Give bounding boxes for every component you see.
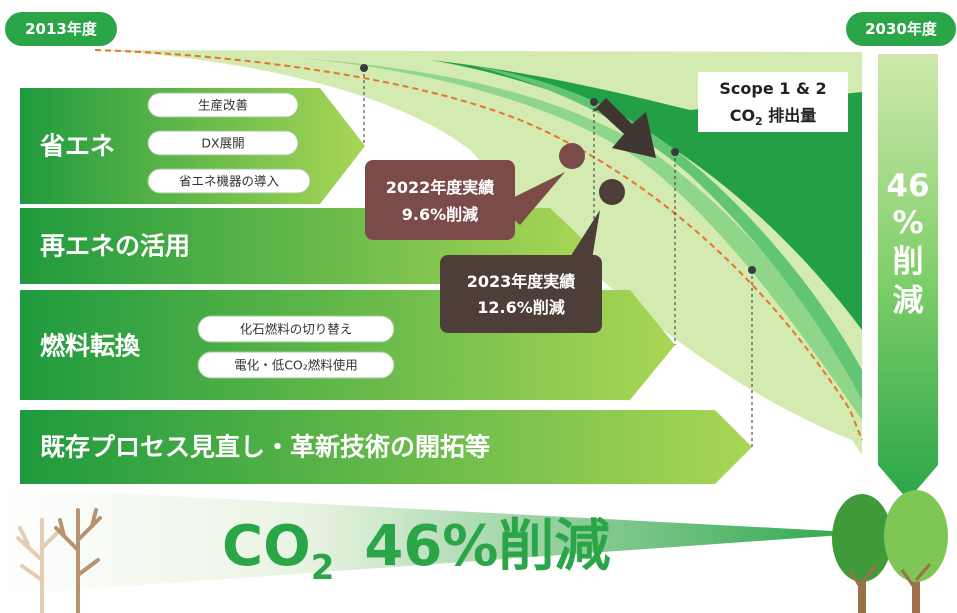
target-vertical-char-4: 減 — [893, 283, 924, 319]
pill-dx — [147, 130, 299, 156]
milestone-dot-1 — [360, 64, 368, 72]
result-2022-line2: 9.6%削減 — [402, 205, 478, 224]
milestone-dot-4 — [748, 266, 756, 274]
result-2023-line1: 2023年度実績 — [467, 272, 576, 291]
emissions-label-box: Scope 1 & 2 CO2 排出量 — [698, 72, 848, 132]
measure-band-process-innovation: 既存プロセス見直し・革新技術の開拓等 — [20, 410, 752, 484]
start-year-label: 2013年度 — [25, 20, 98, 38]
bottom-banner: CO2 46%削減 — [0, 487, 870, 595]
target-vertical-char-2: % — [892, 205, 923, 241]
bottom-banner-co: CO — [222, 514, 311, 579]
target-vertical-arrow: 46 % 削 減 — [878, 54, 938, 500]
emissions-label-sub: 2 — [755, 115, 763, 128]
bottom-banner-sub: 2 — [311, 548, 335, 588]
bottom-banner-suffix: 46%削減 — [364, 514, 610, 579]
start-year-badge: 2013年度 — [5, 12, 117, 46]
pill-label-equipment: 省エネ機器の導入 — [179, 174, 280, 189]
measure-title-process-innovation: 既存プロセス見直し・革新技術の開拓等 — [40, 433, 490, 462]
milestone-dots — [360, 64, 756, 274]
end-year-label: 2030年度 — [865, 20, 938, 38]
result-2023-line2: 12.6%削減 — [477, 298, 565, 317]
milestone-dot-3 — [671, 148, 679, 156]
green-trees-icon — [832, 490, 948, 613]
emissions-label-line1: Scope 1 & 2 — [719, 79, 826, 98]
pill-label-dx: DX展開 — [201, 136, 244, 151]
pill-label-fossil-switch: 化石燃料の切り替え — [240, 322, 353, 337]
pill-fossil-switch — [197, 315, 395, 343]
emissions-label-suffix: 排出量 — [763, 106, 817, 125]
bare-trees-icon — [16, 508, 102, 613]
measure-title-renewable: 再エネの活用 — [40, 232, 190, 261]
emissions-label-co: CO — [730, 106, 755, 125]
measure-title-fuel-conversion: 燃料転換 — [40, 332, 141, 361]
result-2023-callout: 2023年度実績 12.6%削減 — [440, 179, 625, 333]
trend-arrow — [592, 98, 656, 158]
measure-band-energy-saving: 省エネ 生産改善 DX展開 省エネ機器の導入 — [20, 88, 365, 204]
result-2022-line1: 2022年度実績 — [386, 178, 495, 197]
measure-title-energy-saving: 省エネ — [39, 132, 115, 161]
target-vertical-char-1: 46 — [886, 168, 929, 204]
pill-label-production-improvement: 生産改善 — [198, 98, 248, 113]
pill-label-electrification: 電化・低CO₂燃料使用 — [234, 358, 358, 373]
milestone-dot-2 — [590, 98, 598, 106]
pill-electrification — [197, 351, 395, 379]
bottom-banner-text: CO2 46%削減 — [222, 514, 610, 588]
result-2022-callout: 2022年度実績 9.6%削減 — [365, 143, 585, 240]
pill-production-improvement — [147, 92, 299, 118]
pill-equipment — [147, 168, 311, 194]
target-vertical-char-3: 削 — [893, 244, 924, 280]
emissions-label-line2: CO2 排出量 — [730, 106, 817, 128]
wedge-mid — [300, 58, 862, 420]
end-year-badge: 2030年度 — [846, 12, 956, 46]
reduction-curve — [94, 49, 863, 441]
